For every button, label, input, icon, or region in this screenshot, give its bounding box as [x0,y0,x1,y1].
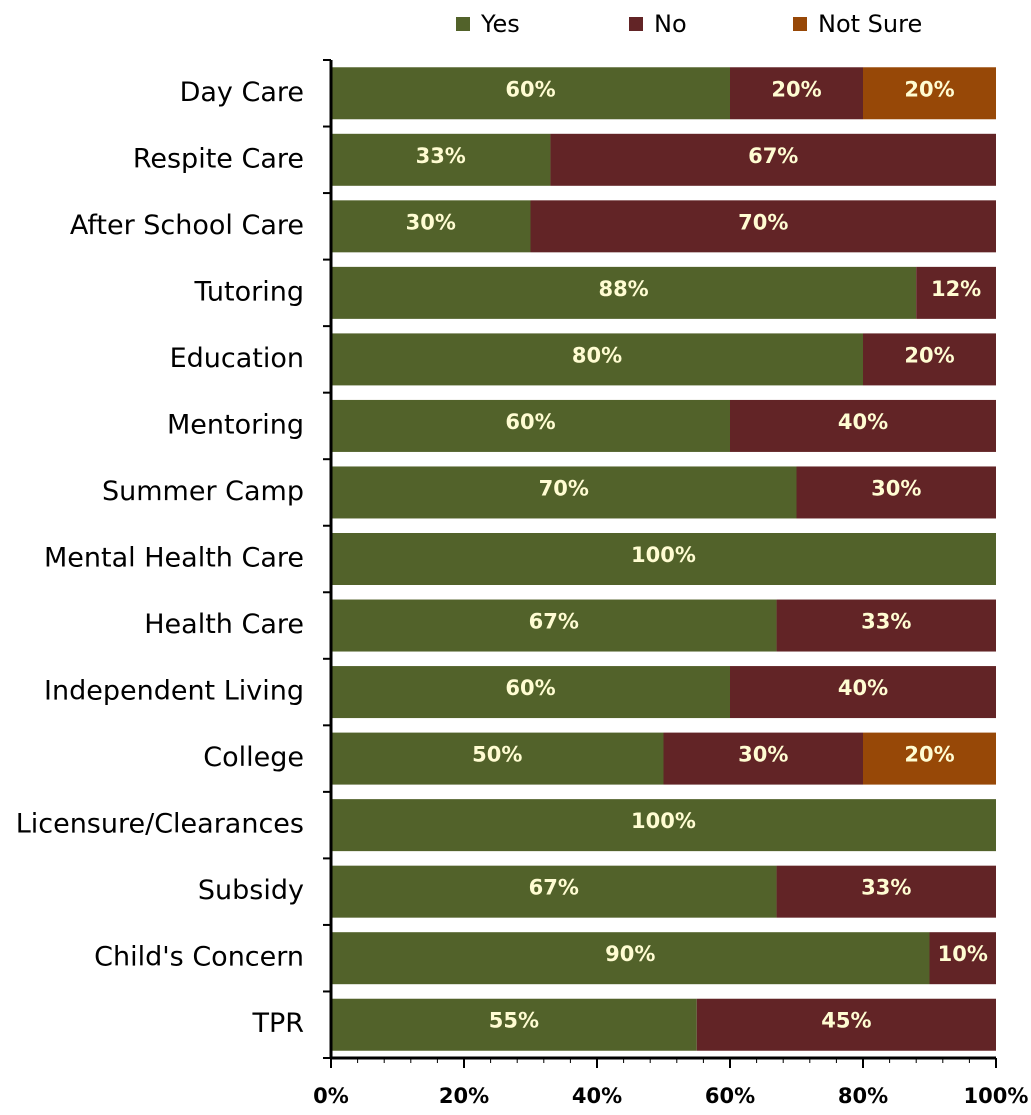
x-tick-label: 40% [572,1084,622,1108]
bar-health-care-no [776,599,996,652]
x-tick-label: 0% [313,1084,349,1108]
category-label-day-care: Day Care [180,77,304,108]
category-label-respite-care: Respite Care [133,143,304,174]
data-label-college-no: 30% [738,743,788,767]
data-label-independent-living-yes: 60% [505,676,555,700]
legend-label-yes: Yes [480,10,520,38]
bar-respite-care-yes [331,133,551,186]
data-label-summer-camp-yes: 70% [539,476,589,500]
bar-summer-camp-yes [331,466,797,519]
category-label-after-school-care: After School Care [70,210,304,241]
x-tick-label: 60% [705,1084,755,1108]
data-label-independent-living-no: 40% [838,676,888,700]
data-label-college-not-sure: 20% [904,743,954,767]
bar-tutoring-yes [331,266,917,319]
data-label-day-care-not-sure: 20% [904,77,954,101]
category-label-tutoring: Tutoring [194,276,304,307]
bar-respite-care-no [550,133,996,186]
data-label-child-s-concern-yes: 90% [605,942,655,966]
legend-swatch-yes [456,17,470,31]
bar-after-school-care-yes [331,200,531,253]
category-label-summer-camp: Summer Camp [102,476,304,507]
bar-child-s-concern-yes [331,932,930,985]
bar-college-no [663,732,863,785]
data-label-college-yes: 50% [472,743,522,767]
bar-independent-living-no [730,666,996,719]
bar-licensure-clearances-yes [331,799,996,852]
category-label-independent-living: Independent Living [44,676,304,707]
bar-mental-health-care-yes [331,533,996,585]
category-label-licensure-clearances: Licensure/Clearances [16,809,304,840]
bar-tpr-no [696,998,996,1051]
bar-subsidy-no [776,865,996,918]
category-label-child-s-concern: Child's Concern [94,942,304,973]
data-label-mental-health-care-yes: 100% [631,543,696,567]
category-label-college: College [203,742,304,773]
bar-college-not-sure [863,732,996,785]
bar-mentoring-no [730,399,996,452]
category-label-health-care: Health Care [144,609,304,640]
bar-summer-camp-no [796,466,996,519]
legend: Yes No Not Sure [456,10,922,38]
category-labels: Day Care Respite Care After School Care Tut… [16,77,304,1039]
category-label-tpr: TPR [251,1008,304,1039]
bar-day-care-yes [331,67,730,120]
bar-tutoring-no [916,266,996,319]
bars: 60% 20% 20% 33% 67% 30% 70% 88% 12% 80% 20% 60% 40% 7… [331,67,996,1051]
data-label-licensure-clearances-yes: 100% [631,809,696,833]
category-label-education: Education [170,343,304,374]
axes: 0% 20% 40% 60% 80% 100% [313,59,1029,1108]
bar-day-care-no [730,67,863,120]
data-label-tutoring-no: 12% [931,277,981,301]
data-label-health-care-yes: 67% [529,610,579,634]
bar-health-care-yes [331,599,777,652]
bar-tpr-yes [331,998,697,1051]
x-tick-label: 80% [838,1084,888,1108]
bar-child-s-concern-no [929,932,996,985]
data-label-after-school-care-yes: 30% [406,210,456,234]
legend-swatch-no [629,17,643,31]
category-label-mental-health-care: Mental Health Care [44,543,304,574]
data-label-mentoring-yes: 60% [505,410,555,434]
data-label-mentoring-no: 40% [838,410,888,434]
data-label-child-s-concern-no: 10% [938,942,988,966]
category-label-mentoring: Mentoring [167,409,304,440]
data-label-summer-camp-no: 30% [871,476,921,500]
data-label-tpr-no: 45% [821,1009,871,1033]
data-label-tutoring-yes: 88% [598,277,648,301]
x-tick-label: 100% [964,1084,1029,1108]
data-label-respite-care-yes: 33% [416,144,466,168]
legend-label-not-sure: Not Sure [818,10,922,38]
data-label-tpr-yes: 55% [489,1009,539,1033]
data-label-education-no: 20% [904,343,954,367]
x-tick-label: 20% [439,1084,489,1108]
legend-swatch-not-sure [793,17,807,31]
data-label-subsidy-yes: 67% [529,876,579,900]
bar-mentoring-yes [331,399,730,452]
bar-education-yes [331,333,863,386]
bar-college-yes [331,732,664,785]
data-label-after-school-care-no: 70% [738,210,788,234]
category-label-subsidy: Subsidy [198,875,304,906]
bar-day-care-not-sure [863,67,996,120]
data-label-health-care-no: 33% [861,610,911,634]
data-label-day-care-no: 20% [771,77,821,101]
data-label-day-care-yes: 60% [505,77,555,101]
data-label-respite-care-no: 67% [748,144,798,168]
legend-label-no: No [654,10,687,38]
bar-subsidy-yes [331,865,777,918]
data-label-education-yes: 80% [572,343,622,367]
data-label-subsidy-no: 33% [861,876,911,900]
bar-independent-living-yes [331,666,730,719]
bar-after-school-care-no [530,200,996,253]
bar-education-no [863,333,996,386]
